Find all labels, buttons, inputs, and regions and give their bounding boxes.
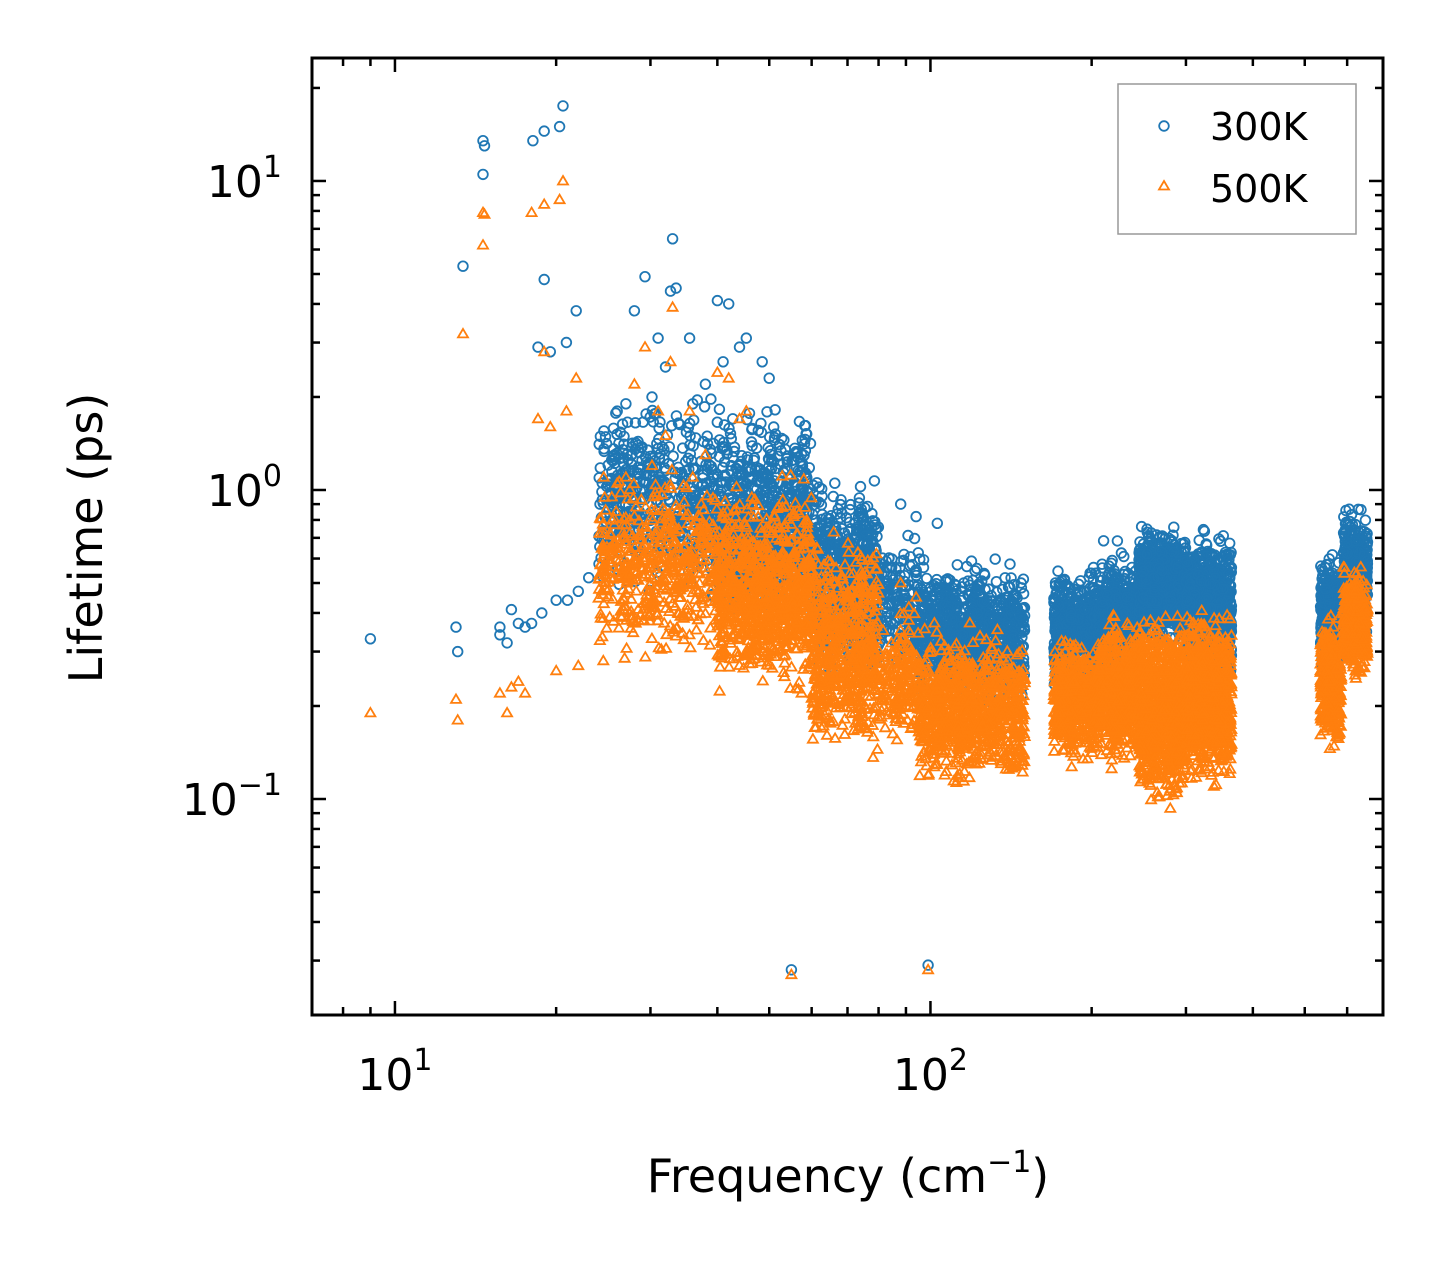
data-point <box>593 438 605 451</box>
data-point <box>723 422 735 435</box>
data-point <box>775 445 787 457</box>
data-point <box>781 453 793 465</box>
data-point <box>666 420 678 432</box>
data-point <box>725 459 737 472</box>
data-point <box>701 464 713 476</box>
data-point <box>733 469 745 482</box>
data-point <box>690 432 702 444</box>
data-point <box>607 450 620 463</box>
data-point <box>746 423 758 436</box>
data-point <box>794 455 807 467</box>
data-point <box>637 476 649 488</box>
data-point <box>829 477 841 489</box>
data-point <box>750 442 763 454</box>
data-point <box>989 553 1001 565</box>
data-point <box>626 448 638 460</box>
data-point <box>698 401 711 413</box>
data-point <box>705 393 717 405</box>
data-point <box>628 464 640 477</box>
data-point <box>1004 558 1016 570</box>
data-point <box>642 444 654 456</box>
data-point <box>724 428 737 440</box>
data-point <box>682 452 694 465</box>
data-point <box>632 439 644 451</box>
data-point <box>672 417 685 429</box>
data-point <box>600 437 613 450</box>
data-point <box>1052 565 1064 577</box>
data-point <box>663 441 676 453</box>
data-point <box>793 415 806 428</box>
data-point <box>711 416 724 428</box>
data-point <box>677 442 689 454</box>
data-point <box>1111 535 1124 547</box>
data-point <box>741 451 754 463</box>
data-point <box>716 442 729 455</box>
data-point <box>684 430 696 442</box>
data-point <box>868 475 881 487</box>
data-point <box>727 451 739 464</box>
data-point <box>604 473 616 486</box>
data-point <box>728 445 740 458</box>
data-point <box>656 441 669 453</box>
data-point <box>701 430 713 442</box>
data-point <box>654 416 666 428</box>
data-point <box>607 422 620 435</box>
data-point <box>626 441 638 453</box>
data-point <box>762 442 774 454</box>
data-point <box>616 418 629 430</box>
data-point <box>769 404 781 416</box>
data-point <box>743 407 756 420</box>
data-point <box>1097 535 1110 547</box>
data-point <box>701 438 714 450</box>
data-point <box>644 469 656 482</box>
data-point <box>761 406 773 418</box>
data-point <box>594 462 607 474</box>
data-point <box>629 417 642 429</box>
data-point <box>951 559 964 571</box>
data-point <box>768 421 780 433</box>
data-point <box>716 476 729 488</box>
data-point <box>778 434 790 446</box>
data-point <box>796 457 809 470</box>
data-point <box>696 478 709 490</box>
data-point <box>719 470 731 482</box>
data-point <box>721 444 733 456</box>
data-point <box>640 408 652 420</box>
data-point <box>618 430 630 443</box>
data-point <box>610 407 622 419</box>
data-point <box>786 454 798 467</box>
data-point <box>706 464 718 476</box>
data-point <box>774 458 786 470</box>
data-point <box>631 467 643 479</box>
data-point <box>673 418 686 431</box>
data-point <box>680 455 692 468</box>
data-point <box>707 472 719 484</box>
data-point <box>667 450 679 462</box>
data-point <box>660 464 672 477</box>
data-point <box>798 438 811 450</box>
data-point <box>725 432 738 445</box>
data-point <box>920 572 933 585</box>
data-point <box>799 445 812 457</box>
data-point <box>755 417 767 430</box>
data-point <box>753 463 765 475</box>
data-point <box>651 437 663 450</box>
data-point <box>854 480 867 493</box>
data-point <box>720 476 732 488</box>
data-point <box>614 452 626 465</box>
data-point <box>713 403 726 416</box>
data-point <box>611 428 623 441</box>
data-point <box>653 422 665 435</box>
data-point <box>776 432 788 445</box>
data-point <box>765 463 778 475</box>
data-point <box>752 424 765 437</box>
data-point <box>599 431 612 443</box>
series-layer <box>363 100 1375 980</box>
